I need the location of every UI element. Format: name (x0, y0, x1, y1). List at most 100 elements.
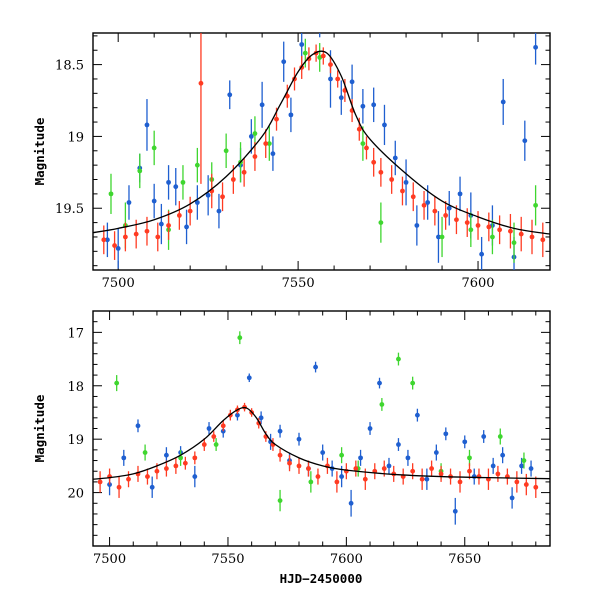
blue-data-point (533, 44, 539, 50)
green-data-point (396, 356, 401, 362)
blue-data-point (216, 208, 222, 214)
blue-data-point (382, 122, 387, 128)
y-tick-label: 17 (67, 326, 84, 341)
red-data-point (533, 484, 539, 490)
x-tick-label: 7600 (330, 552, 363, 567)
blue-data-point (443, 431, 449, 437)
green-data-point (378, 220, 384, 226)
blue-data-point (479, 251, 485, 257)
green-data-point (114, 380, 120, 386)
blue-data-point (377, 380, 382, 386)
blue-data-point (206, 426, 212, 431)
red-data-point (164, 466, 169, 471)
red-data-point (389, 177, 395, 182)
bottom-panel-frame (92, 310, 551, 547)
red-data-point (421, 202, 427, 208)
green-data-point (237, 335, 243, 341)
blue-data-point (392, 155, 398, 161)
green-data-point (468, 227, 474, 233)
blue-data-point (149, 484, 155, 490)
red-data-point (116, 484, 122, 490)
red-series (97, 402, 539, 498)
red-data-point (144, 228, 150, 234)
blue-data-point (135, 423, 141, 429)
red-data-point (334, 479, 340, 485)
blue-data-point (259, 102, 265, 108)
red-data-point (320, 53, 326, 59)
red-data-point (198, 80, 204, 86)
green-data-point (317, 55, 323, 60)
y-tick-label: 19 (67, 433, 84, 448)
bottom-light-curve-panel: 7500 7550 7600 7650 17 18 19 20 Magnitude HJD−2… (32, 310, 551, 586)
green-data-point (360, 141, 366, 147)
blue-data-point (358, 455, 363, 461)
blue-data-point (296, 436, 302, 442)
bottom-panel-plot-area (93, 331, 550, 525)
red-data-point (220, 194, 225, 200)
red-data-point (145, 474, 150, 479)
blue-data-point (166, 179, 171, 185)
red-data-point (287, 460, 292, 466)
red-data-point (126, 476, 131, 482)
red-data-point (410, 194, 416, 200)
blue-data-point (104, 237, 110, 243)
blue-data-point (457, 191, 463, 197)
blue-data-point (349, 79, 355, 85)
green-data-point (467, 455, 472, 461)
red-data-point (263, 141, 269, 147)
red-data-point (155, 234, 161, 240)
green-series (108, 38, 539, 263)
green-data-point (339, 452, 345, 458)
green-data-point (511, 240, 517, 246)
blue-data-point (164, 452, 169, 458)
blue-data-point (126, 200, 132, 205)
red-data-point (529, 234, 535, 240)
x-tick-label: 7550 (282, 276, 315, 291)
blue-data-point (205, 192, 211, 198)
red-data-point (101, 237, 107, 243)
red-data-point (514, 479, 520, 485)
red-data-point (154, 468, 160, 474)
green-data-point (213, 442, 219, 447)
red-data-point (497, 227, 503, 233)
green-data-point (439, 234, 445, 240)
red-data-point (457, 479, 463, 485)
red-data-point (523, 482, 529, 487)
red-data-point (201, 442, 207, 447)
green-data-point (490, 234, 495, 240)
blue-data-point (317, 21, 322, 26)
blue-data-point (328, 76, 333, 82)
top-panel-plot-area (93, 21, 550, 270)
blue-data-point (433, 450, 439, 455)
green-data-point (302, 50, 308, 56)
blue-data-point (246, 375, 252, 381)
blue-data-point (144, 122, 150, 128)
red-data-point (438, 471, 444, 477)
red-data-point (166, 223, 171, 228)
blue-data-point (371, 102, 377, 108)
y-tick-label: 18 (67, 380, 84, 395)
green-data-point (151, 145, 157, 151)
blue-data-point (338, 95, 344, 101)
top-panel-frame (92, 32, 551, 271)
red-data-point (443, 213, 449, 218)
red-data-point (173, 463, 179, 469)
model-curve (93, 50, 550, 235)
y-tick-label: 19 (67, 130, 84, 145)
red-data-point (356, 126, 362, 132)
blue-data-point (500, 452, 506, 458)
blue-data-point (192, 474, 198, 479)
blue-data-point (258, 415, 264, 421)
blue-data-point (227, 92, 233, 98)
blue-data-point (248, 134, 254, 139)
red-data-point (187, 208, 193, 214)
red-data-point (432, 208, 438, 214)
red-data-point (274, 116, 279, 122)
blue-data-point (424, 476, 430, 482)
blue-data-point (360, 103, 366, 109)
blue-data-point (528, 466, 534, 471)
bottom-panel-y-axis-title: Magnitude (32, 394, 47, 462)
bottom-panel-x-axis-title: HJD−2450000 (280, 571, 363, 586)
green-data-point (410, 380, 416, 386)
blue-data-point (313, 364, 318, 370)
